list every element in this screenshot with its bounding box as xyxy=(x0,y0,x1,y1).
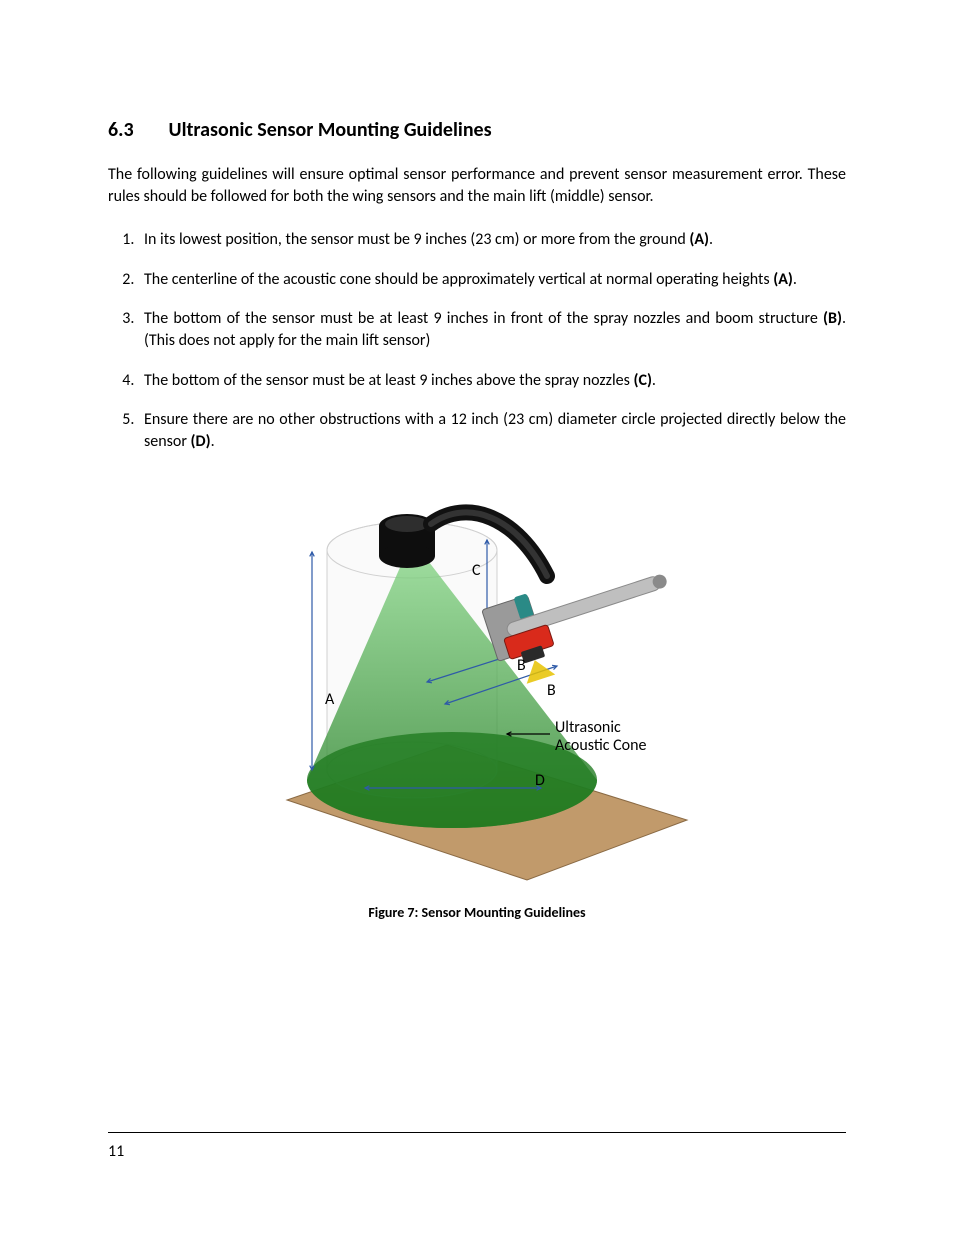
svg-text:B: B xyxy=(547,681,556,700)
guideline-item: Ensure there are no other obstructions w… xyxy=(138,409,846,452)
svg-text:B: B xyxy=(517,656,526,675)
svg-text:C: C xyxy=(472,561,481,580)
guideline-item: The bottom of the sensor must be at leas… xyxy=(138,308,846,351)
page-number: 11 xyxy=(108,1142,124,1161)
section-title: Ultrasonic Sensor Mounting Guidelines xyxy=(169,118,492,142)
intro-paragraph: The following guidelines will ensure opt… xyxy=(108,164,846,207)
svg-text:Ultrasonic: Ultrasonic xyxy=(555,718,621,737)
guideline-item: The centerline of the acoustic cone shou… xyxy=(138,269,846,291)
section-number: 6.3 xyxy=(108,118,164,142)
guideline-item: In its lowest position, the sensor must … xyxy=(138,229,846,251)
figure-caption: Figure 7: Sensor Mounting Guidelines xyxy=(257,904,697,921)
figure-7: A B B C D UltrasonicAcoustic Cone Figure 7: S… xyxy=(257,470,697,921)
section-heading: 6.3 Ultrasonic Sensor Mounting Guideline… xyxy=(108,118,846,142)
svg-text:Acoustic Cone: Acoustic Cone xyxy=(555,736,646,755)
svg-text:D: D xyxy=(535,771,545,790)
guideline-list: In its lowest position, the sensor must … xyxy=(108,229,846,452)
footer-rule xyxy=(108,1132,846,1133)
guideline-item: The bottom of the sensor must be at leas… xyxy=(138,370,846,392)
svg-text:A: A xyxy=(325,690,335,709)
sensor-diagram: A B B C D UltrasonicAcoustic Cone xyxy=(257,470,697,900)
